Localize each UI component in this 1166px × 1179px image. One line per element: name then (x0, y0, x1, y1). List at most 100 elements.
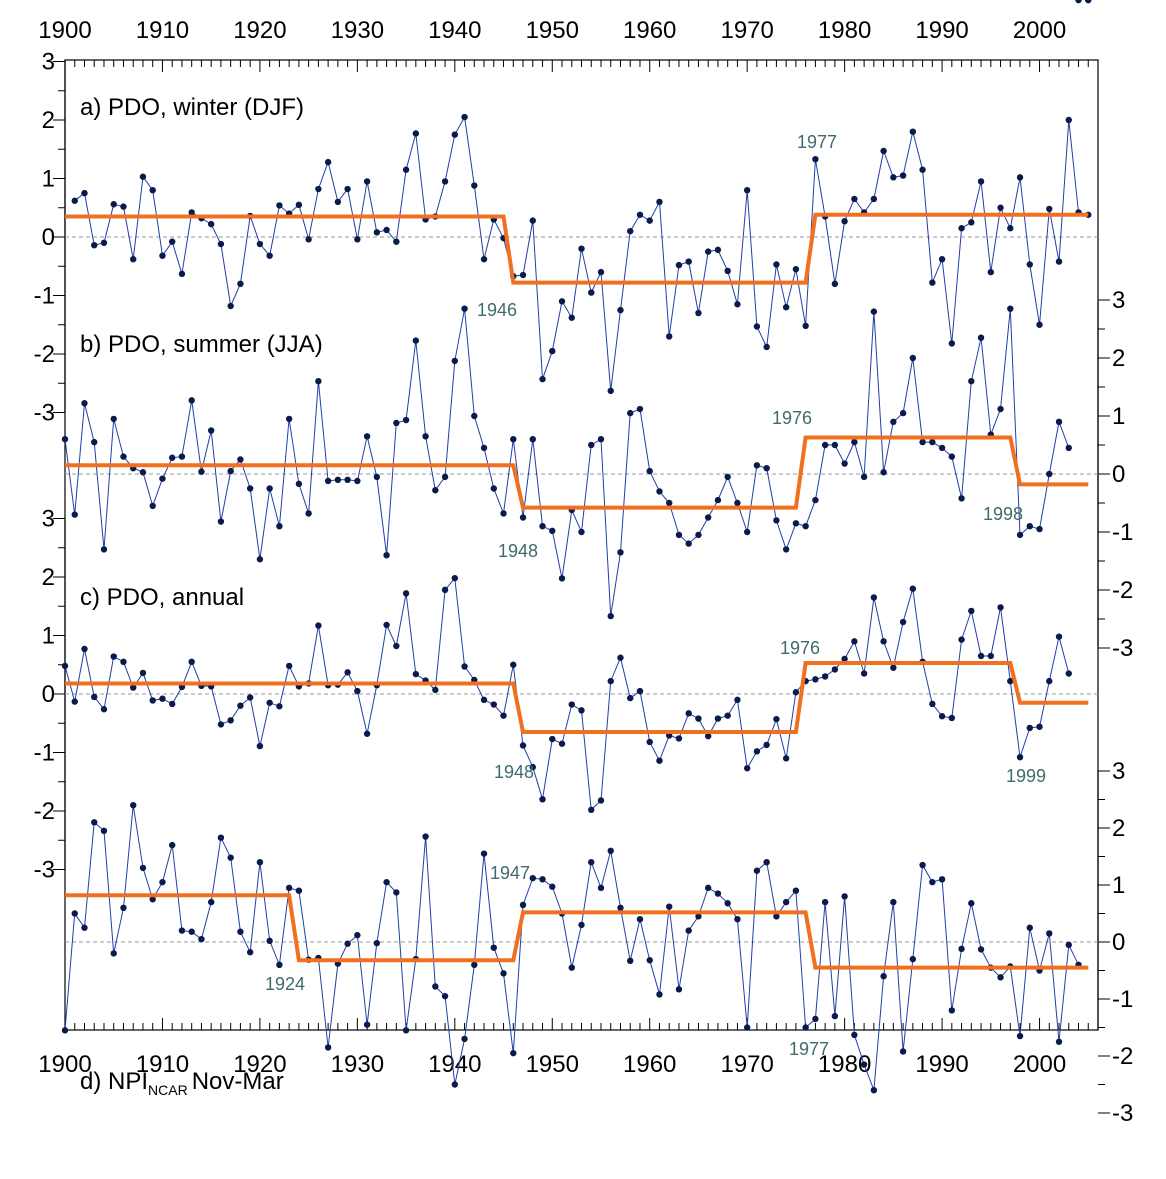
data-point (880, 638, 887, 645)
data-point (393, 642, 400, 650)
top-x-tick-label: 1910 (136, 17, 189, 44)
data-point (451, 131, 459, 138)
data-point (441, 586, 449, 594)
data-point (831, 441, 839, 449)
data-point (383, 226, 390, 234)
data-point (812, 676, 819, 683)
shift-label-b-1998: 1998 (983, 504, 1023, 524)
data-point (841, 460, 848, 467)
regime-layer (65, 212, 1089, 970)
data-point (763, 859, 770, 866)
top-x-tick-label: 1920 (233, 17, 286, 44)
data-point (549, 347, 556, 355)
data-point (763, 741, 770, 749)
data-point (968, 607, 975, 615)
data-point (685, 258, 692, 265)
data-point (938, 876, 946, 883)
data-point (451, 1081, 459, 1088)
data-point (549, 883, 556, 890)
data-point (81, 189, 88, 197)
data-point (743, 528, 751, 536)
y-tick-label: -3 (1112, 635, 1133, 662)
data-point (1065, 116, 1072, 124)
data-point (510, 1049, 517, 1057)
data-point (666, 499, 673, 507)
data-point (743, 765, 751, 772)
data-point (1065, 670, 1072, 677)
data-point (1055, 1038, 1063, 1045)
data-point (714, 246, 722, 254)
data-point (363, 178, 371, 185)
data-point (977, 946, 985, 953)
shift-label-d-1924: 1924 (265, 974, 305, 994)
data-point (305, 510, 312, 517)
data-point (977, 178, 985, 185)
data-point (919, 861, 926, 869)
data-point (71, 910, 78, 917)
data-point (588, 441, 595, 449)
data-point (237, 280, 244, 287)
data-point (841, 655, 848, 663)
data-point (997, 974, 1004, 981)
y-tick-label: -1 (1112, 519, 1133, 546)
data-point (324, 158, 332, 166)
data-point (831, 1012, 839, 1020)
data-point (344, 940, 351, 947)
panel-d-label-subscript: NCAR (148, 1082, 188, 1098)
data-point (510, 436, 517, 443)
data-point (880, 469, 887, 476)
shift-label-b-1948: 1948 (498, 541, 538, 561)
data-point (422, 833, 429, 840)
top-x-tick-label: 1950 (526, 17, 579, 44)
top-x-tick-label: 1940 (428, 17, 481, 44)
data-point (539, 375, 546, 383)
data-point (821, 898, 829, 906)
data-point (1036, 723, 1043, 730)
panel-d-label-prefix: d) NPI (80, 1068, 148, 1095)
data-point (704, 248, 712, 255)
y-tick-label: -2 (34, 798, 55, 825)
data-point (792, 520, 800, 527)
data-point (724, 712, 731, 719)
y-tick-label: -1 (1112, 986, 1133, 1013)
data-point (159, 252, 166, 259)
data-point (373, 473, 381, 481)
data-point (958, 225, 965, 232)
data-point (802, 523, 809, 530)
data-point (753, 867, 761, 874)
data-point (256, 240, 264, 248)
shift-label-c-1976: 1976 (780, 638, 820, 658)
data-point (81, 645, 88, 653)
data-point (529, 217, 536, 224)
data-point (773, 913, 780, 920)
data-point (1046, 470, 1053, 478)
data-point (1026, 523, 1033, 530)
data-point (285, 415, 293, 423)
data-point (1026, 924, 1033, 931)
data-point (276, 523, 283, 530)
data-point (997, 204, 1004, 211)
bottom-x-tick-label: 1940 (428, 1051, 481, 1078)
data-point (471, 961, 478, 968)
data-point (354, 687, 361, 695)
data-point (607, 677, 614, 685)
data-point (519, 901, 527, 909)
data-point (432, 983, 439, 990)
y-tick-label: 1 (42, 623, 55, 650)
data-point (315, 378, 322, 385)
data-point (899, 409, 907, 417)
data-point (441, 992, 449, 1000)
data-point (812, 496, 819, 504)
data-point (422, 433, 429, 440)
data-point (490, 944, 497, 951)
data-point (519, 514, 527, 521)
data-point (334, 198, 342, 206)
data-point (782, 898, 790, 906)
bottom-x-tick-label: 1970 (720, 1051, 773, 1078)
data-point (812, 1015, 819, 1023)
data-point (168, 841, 176, 849)
data-point (636, 687, 644, 695)
data-point (890, 664, 897, 671)
data-point (929, 438, 936, 446)
data-point (305, 236, 312, 243)
